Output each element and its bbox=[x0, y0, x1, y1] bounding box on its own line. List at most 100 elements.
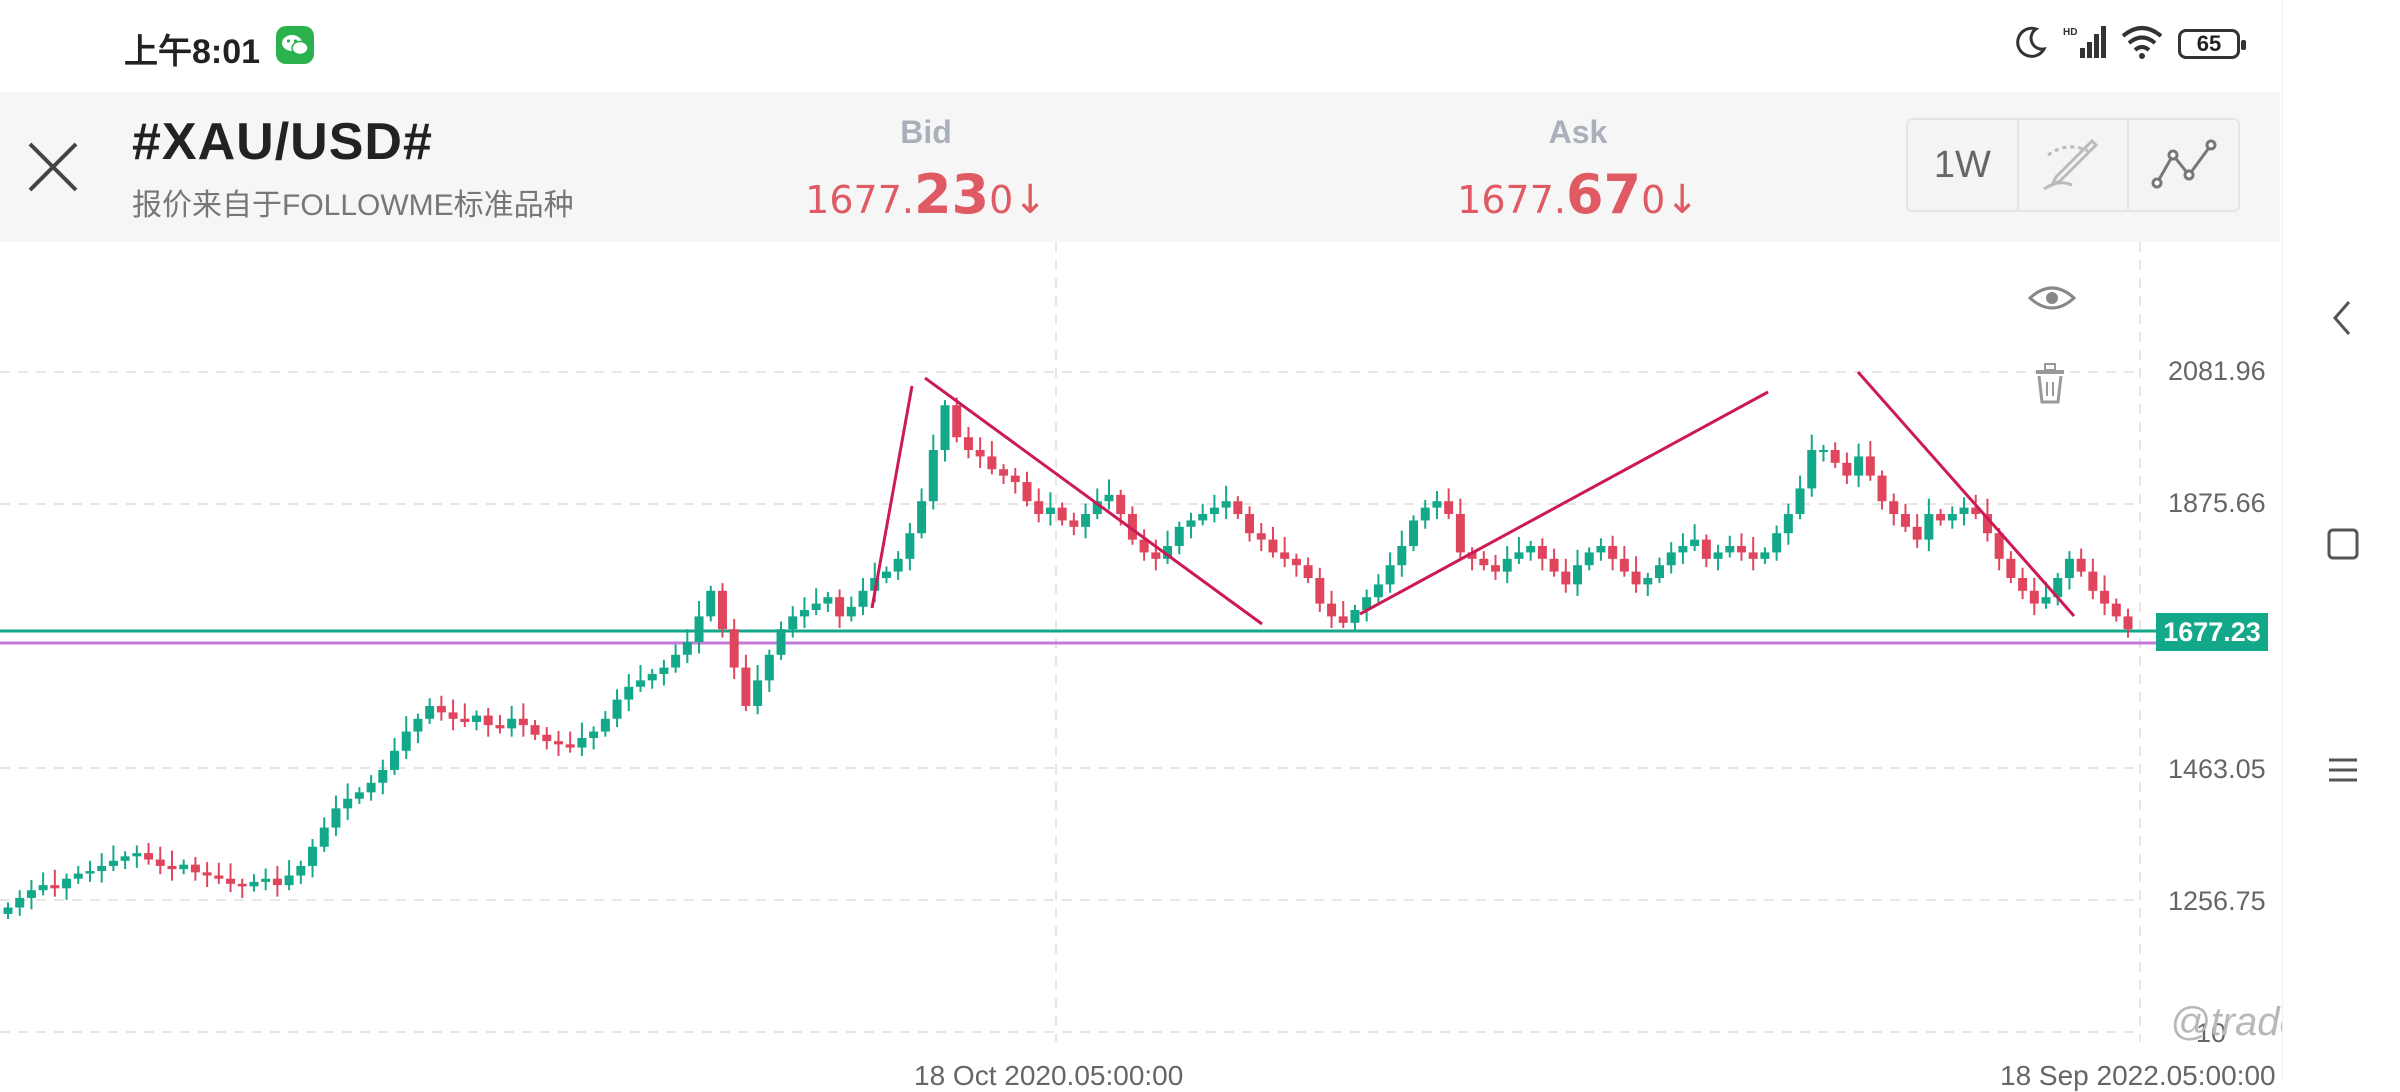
candle bbox=[1666, 542, 1676, 574]
candle bbox=[1174, 521, 1184, 555]
candle bbox=[1573, 549, 1583, 596]
candle bbox=[272, 865, 282, 897]
drawing-tool-button[interactable] bbox=[2019, 120, 2130, 210]
ask-price: 1677.670↓ bbox=[1428, 163, 1728, 226]
chart-grid bbox=[0, 242, 2156, 1042]
candle bbox=[460, 703, 470, 728]
bid-quote: Bid 1677.230↓ bbox=[776, 114, 1076, 226]
candlestick-chart[interactable] bbox=[0, 242, 2280, 1080]
candle bbox=[1936, 508, 1946, 526]
trendline-4 bbox=[1856, 371, 2076, 617]
x-tick-label: 18 Sep 2022.05:00:00 bbox=[2000, 1060, 2276, 1091]
candle bbox=[436, 695, 446, 721]
symbol-title: #XAU/USD# bbox=[132, 113, 433, 171]
candle bbox=[846, 596, 856, 622]
status-time: 上午8:01 bbox=[124, 33, 261, 71]
price-chart[interactable]: 1677.23 2081.96 1875.66 1463.05 1256.75 … bbox=[0, 242, 2280, 1091]
candle bbox=[214, 862, 224, 884]
ask-label: Ask bbox=[1548, 114, 1608, 150]
home-nav-button[interactable] bbox=[2317, 518, 2369, 570]
candle bbox=[108, 845, 118, 872]
candle bbox=[1537, 538, 1547, 571]
candle bbox=[1069, 512, 1079, 536]
candle bbox=[542, 727, 552, 750]
candle bbox=[2111, 598, 2121, 622]
current-price-tag: 1677.23 bbox=[2156, 613, 2268, 651]
candle bbox=[1619, 546, 1629, 577]
back-nav-button[interactable] bbox=[2317, 292, 2369, 344]
candle bbox=[2029, 578, 2039, 616]
candle bbox=[1139, 529, 1149, 561]
candle bbox=[1373, 574, 1383, 603]
candle bbox=[483, 707, 493, 737]
candle bbox=[413, 713, 423, 744]
candle bbox=[3, 902, 13, 920]
candle bbox=[495, 714, 505, 734]
candle bbox=[366, 775, 376, 801]
system-nav-rail bbox=[2282, 0, 2400, 1080]
candle bbox=[624, 673, 634, 712]
candle bbox=[1010, 467, 1020, 494]
candle bbox=[788, 606, 798, 638]
candle bbox=[2006, 551, 2016, 584]
y-tick-label: 1256.75 bbox=[2168, 886, 2266, 916]
candle bbox=[167, 850, 177, 881]
candle bbox=[1455, 498, 1465, 561]
candle bbox=[179, 859, 189, 875]
x-tick-label: 18 Oct 2020.05:00:00 bbox=[914, 1060, 1184, 1091]
bid-price: 1677.230↓ bbox=[776, 163, 1076, 226]
candle bbox=[85, 860, 95, 882]
candle bbox=[1760, 547, 1770, 564]
candle bbox=[296, 860, 306, 884]
candle bbox=[1900, 503, 1910, 532]
candle bbox=[776, 621, 786, 660]
y-tick-label: 1463.05 bbox=[2168, 754, 2266, 784]
brush-icon bbox=[2043, 138, 2099, 191]
candle bbox=[1303, 557, 1313, 584]
svg-text:HD: HD bbox=[2063, 27, 2077, 38]
candle bbox=[319, 817, 329, 852]
candle bbox=[1713, 544, 1723, 571]
candle bbox=[1491, 554, 1501, 580]
candle bbox=[1022, 471, 1032, 507]
candle bbox=[1502, 546, 1512, 584]
indicator-button[interactable] bbox=[2129, 120, 2238, 210]
candle bbox=[1736, 533, 1746, 561]
candle bbox=[155, 846, 165, 875]
timeframe-button[interactable]: 1W bbox=[1908, 120, 2019, 210]
candle bbox=[940, 400, 950, 462]
candle bbox=[999, 464, 1009, 484]
bid-price-integer: 1677. bbox=[805, 178, 914, 222]
menu-nav-button[interactable] bbox=[2317, 744, 2369, 796]
candle bbox=[15, 890, 25, 916]
candle bbox=[1268, 526, 1278, 558]
candle bbox=[1420, 499, 1430, 529]
candle bbox=[1397, 530, 1407, 577]
candle bbox=[729, 618, 739, 680]
candle bbox=[1561, 558, 1571, 593]
candle bbox=[1631, 556, 1641, 593]
candle bbox=[881, 566, 891, 584]
status-icons: HD 65 bbox=[2014, 22, 2246, 66]
candle bbox=[226, 863, 236, 893]
ask-price-pips: 67 bbox=[1565, 163, 1642, 226]
close-button[interactable] bbox=[22, 136, 84, 198]
candle bbox=[73, 865, 83, 884]
candle bbox=[1409, 515, 1419, 552]
quote-source-subtitle: 报价来自于FOLLOWME标准品种 bbox=[132, 189, 574, 222]
candle bbox=[589, 726, 599, 750]
candle bbox=[1643, 572, 1653, 596]
candle bbox=[1889, 493, 1899, 526]
ask-down-arrow-icon: ↓ bbox=[1665, 177, 1699, 223]
candle bbox=[1327, 590, 1337, 628]
candle bbox=[647, 668, 657, 689]
trash-icon[interactable] bbox=[2036, 363, 2064, 404]
eye-icon[interactable] bbox=[2027, 286, 2077, 310]
candle bbox=[343, 783, 353, 820]
candle bbox=[38, 872, 48, 896]
candle bbox=[1842, 452, 1852, 484]
candle bbox=[2123, 608, 2133, 638]
candle bbox=[1479, 551, 1489, 571]
ask-quote: Ask 1677.670↓ bbox=[1428, 114, 1728, 226]
candle bbox=[2076, 548, 2086, 577]
